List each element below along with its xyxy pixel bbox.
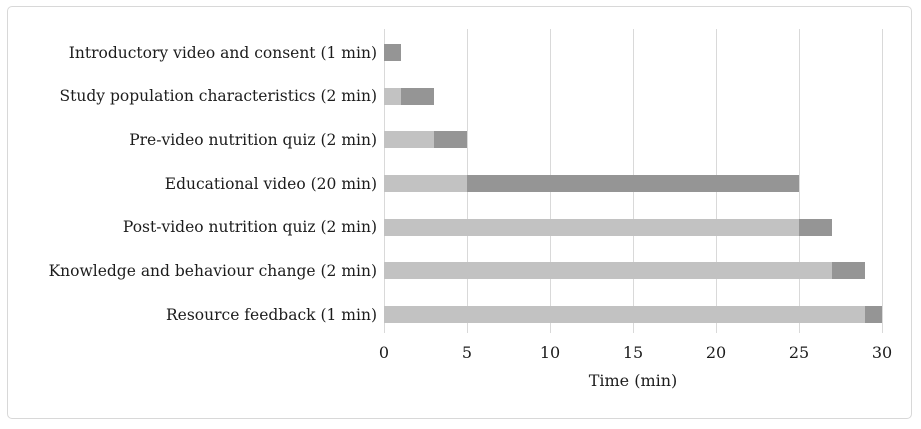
x-axis-tick-label: 0 [378, 343, 390, 362]
category-label: Pre-video nutrition quiz (2 min) [129, 130, 377, 149]
bar-duration-segment [832, 262, 866, 280]
category-label: Introductory video and consent (1 min) [68, 43, 377, 62]
gridline [881, 29, 883, 333]
bar-duration-segment [865, 306, 882, 324]
x-axis-tick-label: 25 [788, 343, 810, 362]
bar-offset-segment [384, 262, 833, 280]
category-label: Resource feedback (1 min) [166, 305, 377, 324]
bar-offset-segment [384, 218, 799, 236]
x-axis-tick-label: 10 [539, 343, 561, 362]
x-axis-tick-label: 5 [461, 343, 473, 362]
category-label: Post-video nutrition quiz (2 min) [122, 218, 377, 237]
bar-offset-segment [384, 306, 866, 324]
bar-offset-segment [384, 175, 467, 192]
bar-duration-segment [467, 175, 799, 192]
category-label: Knowledge and behaviour change (2 min) [48, 261, 377, 280]
x-axis-tick-label: 20 [705, 343, 727, 362]
x-axis-tick-label: 15 [622, 343, 644, 362]
bar-duration-segment [433, 131, 467, 149]
category-label: Study population characteristics (2 min) [59, 87, 377, 106]
category-label: Educational video (20 min) [164, 174, 377, 193]
x-axis-tick-label: 30 [871, 343, 893, 362]
figure-frame [7, 6, 912, 419]
bar-duration-segment [400, 87, 434, 105]
gridline [798, 29, 800, 333]
bar-duration-segment [799, 218, 833, 236]
x-axis-title: Time (min) [588, 371, 678, 390]
bar-offset-segment [384, 87, 401, 105]
bar-duration-segment [384, 44, 401, 61]
bar-offset-segment [384, 131, 434, 149]
